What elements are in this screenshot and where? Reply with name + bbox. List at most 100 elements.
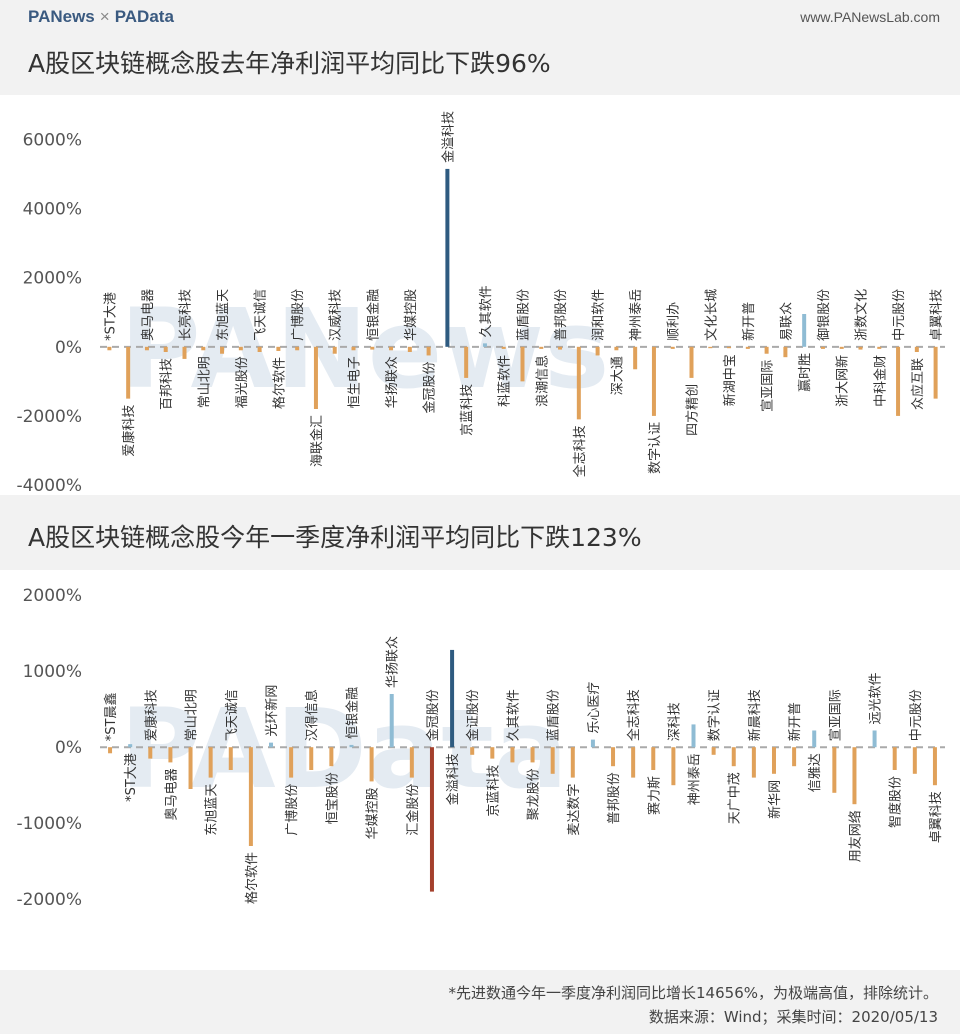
category-label: 浪潮信息 <box>534 355 550 407</box>
bar <box>691 724 696 748</box>
category-label: 汇金股份 <box>405 784 421 836</box>
category-label: *ST晨鑫 <box>103 692 119 741</box>
category-label: 东旭蓝天 <box>216 289 231 341</box>
bar <box>450 649 455 748</box>
bar <box>872 730 877 748</box>
bar <box>510 747 515 763</box>
category-label: 奥马电器 <box>164 768 179 820</box>
category-label: 百邦科技 <box>160 358 175 410</box>
chart-title-2: A股区块链概念股今年一季度净利润平均同比下跌123% <box>28 523 642 552</box>
padata-logo: PAData <box>114 7 174 26</box>
category-label: 新晨科技 <box>747 689 763 741</box>
bar <box>107 346 112 351</box>
brand-logos: PANews × PAData <box>28 7 174 27</box>
y-tick-label: 0% <box>55 738 82 758</box>
bar <box>409 747 414 778</box>
bar <box>332 346 337 354</box>
bar <box>188 747 193 789</box>
bar <box>771 747 776 774</box>
bar <box>201 346 206 351</box>
bar <box>126 346 131 399</box>
category-label: 赢时胜 <box>797 353 813 392</box>
bar <box>168 747 173 763</box>
category-label: 海联金汇 <box>309 415 325 467</box>
bar <box>470 747 475 755</box>
bar <box>370 346 375 350</box>
category-label: 光环新网 <box>264 685 280 737</box>
bar <box>144 346 149 351</box>
category-label: 远光软件 <box>869 672 884 724</box>
bar <box>751 747 756 778</box>
bar <box>429 747 434 892</box>
bar <box>464 346 469 378</box>
category-label: 蓝盾股份 <box>517 289 532 341</box>
bar <box>852 747 857 805</box>
category-label: 文化长城 <box>704 289 719 341</box>
category-label: 汉得信息 <box>304 689 320 741</box>
bar <box>764 346 769 354</box>
category-label: 御银股份 <box>817 289 832 341</box>
category-label: 东旭蓝天 <box>205 784 220 836</box>
bar <box>182 346 187 359</box>
bar <box>671 747 676 786</box>
bar <box>351 346 356 351</box>
category-label: 格尔软件 <box>244 852 260 904</box>
category-label: 中元股份 <box>909 689 924 741</box>
bar <box>839 346 844 349</box>
bar <box>651 747 656 770</box>
category-label: 信雅达 <box>808 753 823 792</box>
category-label: 金冠股份 <box>425 689 441 741</box>
y-tick-label: 2000% <box>23 586 82 606</box>
y-tick-label: 1000% <box>23 662 82 682</box>
bar <box>727 346 732 349</box>
bar <box>389 694 394 748</box>
bar <box>576 346 581 420</box>
category-label: 金溢科技 <box>440 111 456 163</box>
category-label: 长亮科技 <box>178 289 194 341</box>
chart-title-1: A股区块链概念股去年净利润平均同比下跌96% <box>28 49 551 78</box>
category-label: 华媒控股 <box>404 289 419 341</box>
bar <box>708 346 713 349</box>
y-tick-label: 4000% <box>23 200 82 220</box>
bar <box>633 346 638 370</box>
y-tick-label: -2000% <box>16 407 82 427</box>
bar <box>530 747 535 763</box>
category-label: 恒银金融 <box>344 687 360 739</box>
bar <box>238 346 243 351</box>
bar <box>228 747 233 770</box>
category-label: 京蓝科技 <box>486 765 501 817</box>
category-label: 浙大网新 <box>835 355 851 407</box>
category-label: 飞天诚信 <box>225 689 240 741</box>
category-label: 飞天诚信 <box>254 289 269 341</box>
y-tick-label: 0% <box>55 338 82 358</box>
category-label: 广博股份 <box>285 784 300 836</box>
source-note: 数据来源：Wind；采集时间：2020/05/13 <box>648 1008 938 1026</box>
y-tick-label: 2000% <box>23 269 82 289</box>
bar <box>501 346 506 349</box>
bar <box>912 747 917 774</box>
bar <box>812 730 817 748</box>
bar <box>248 747 253 846</box>
category-label: 卓翼科技 <box>929 791 944 843</box>
chart-1-svg: PANews-4000%-2000%0%2000%4000%6000%*ST大港… <box>16 111 945 496</box>
category-label: 科蓝软件 <box>498 355 513 407</box>
bar <box>329 747 334 767</box>
bar <box>651 346 656 416</box>
bar <box>257 346 262 352</box>
bar <box>858 346 863 350</box>
bar <box>295 346 300 351</box>
bar <box>309 747 314 770</box>
bar <box>792 747 797 767</box>
y-tick-label: 6000% <box>23 131 82 151</box>
category-label: 华扬联众 <box>385 356 400 408</box>
bar <box>892 747 897 770</box>
category-label: 深科技 <box>667 702 682 741</box>
category-label: 福光股份 <box>235 356 250 408</box>
category-label: 汉威科技 <box>329 289 344 341</box>
category-label: 华扬联众 <box>386 636 401 688</box>
category-label: 爱康科技 <box>121 405 137 457</box>
bar <box>631 747 636 778</box>
bar <box>369 747 374 782</box>
category-label: 四方精创 <box>685 384 701 436</box>
bar <box>349 744 354 748</box>
